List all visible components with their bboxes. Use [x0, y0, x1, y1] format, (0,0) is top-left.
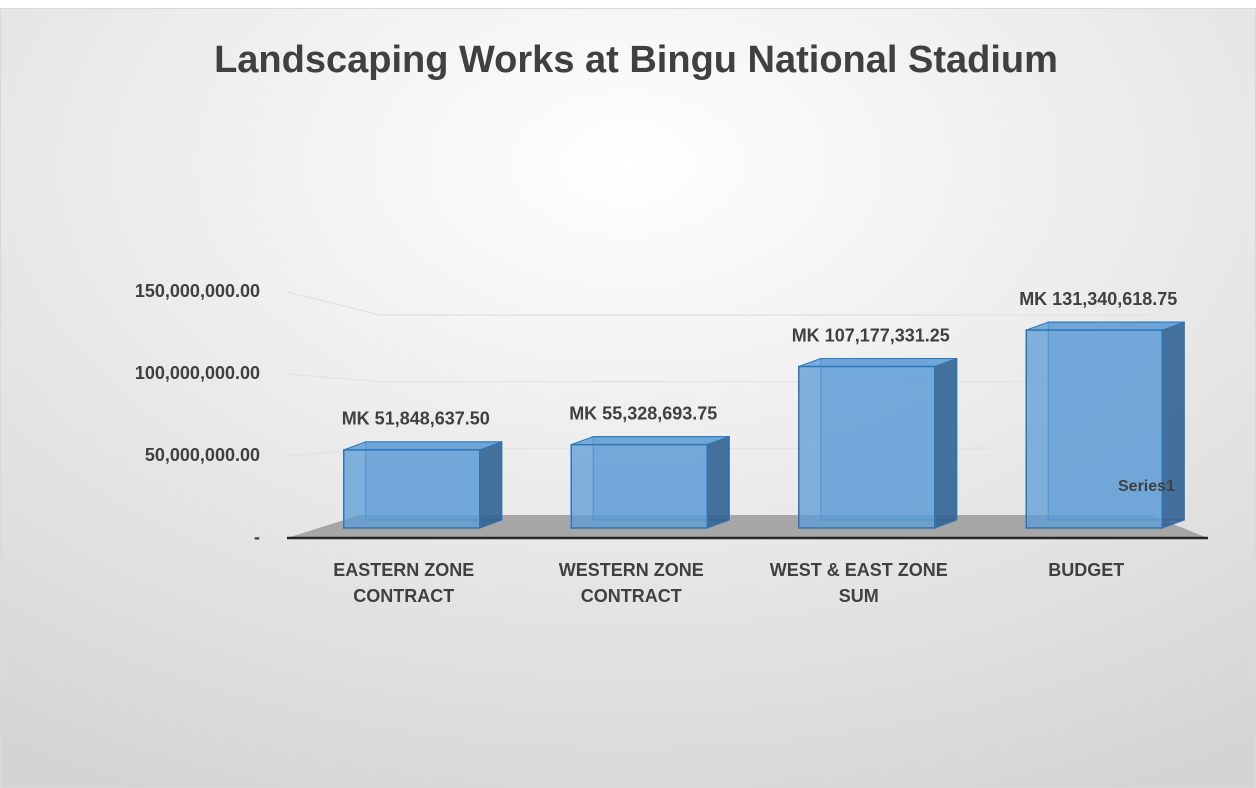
bar: [798, 357, 958, 529]
bar: [1025, 321, 1185, 529]
bar-front: [343, 449, 481, 529]
bar-side: [1161, 321, 1185, 529]
data-label: MK 51,848,637.50: [342, 409, 490, 429]
bar: [570, 435, 730, 529]
bar-front: [798, 365, 936, 529]
bar-front: [570, 443, 708, 529]
bar-side: [706, 435, 730, 529]
bar: [343, 441, 503, 529]
bar-top: [798, 358, 957, 368]
y-tick-label: -: [254, 527, 260, 547]
bar-top: [343, 441, 502, 451]
bar-top: [1026, 321, 1185, 331]
data-label: MK 55,328,693.75: [569, 403, 717, 423]
grid-line: [286, 291, 1150, 316]
legend-label: Series1: [1118, 478, 1175, 495]
y-tick-label: 100,000,000.00: [135, 363, 260, 383]
chart-title: Landscaping Works at Bingu National Stad…: [214, 39, 1058, 81]
x-tick-label: WEST & EAST ZONE SUM: [769, 560, 948, 606]
floor: [287, 515, 1208, 538]
data-label: MK 131,340,618.75: [1019, 289, 1177, 309]
x-tick-label: WESTERN ZONE CONTRACT: [558, 560, 704, 606]
bar-front: [1025, 329, 1163, 529]
y-tick-label: 150,000,000.00: [135, 281, 260, 301]
bar-side: [479, 441, 503, 529]
x-tick-label: EASTERN ZONE CONTRACT: [333, 560, 475, 606]
x-tick-label: BUDGET: [1048, 560, 1125, 580]
bar-side: [934, 357, 958, 529]
data-label: MK 107,177,331.25: [792, 325, 950, 345]
y-tick-label: 50,000,000.00: [145, 445, 260, 465]
bar-top: [571, 436, 730, 446]
